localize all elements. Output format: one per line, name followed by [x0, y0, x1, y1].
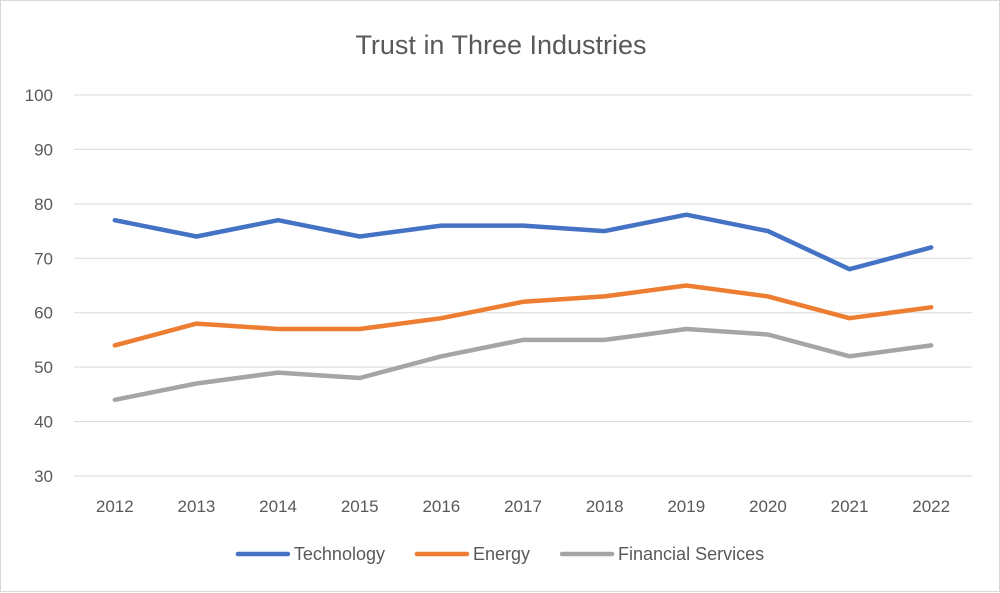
y-tick-label: 70 — [34, 249, 53, 268]
legend-label: Energy — [473, 544, 530, 564]
legend: Technology Energy Financial Services — [235, 544, 764, 564]
x-tick-label: 2022 — [912, 497, 950, 516]
legend-label: Technology — [294, 544, 385, 564]
gridlines — [74, 94, 972, 477]
y-tick-label: 60 — [34, 304, 53, 323]
y-tick-label: 40 — [34, 413, 53, 432]
y-tick-label: 100 — [25, 86, 53, 105]
legend-label: Financial Services — [618, 544, 764, 564]
legend-item-technology: Technology — [235, 544, 385, 564]
x-axis-tick-labels: 2012 2013 2014 2015 2016 2017 2018 2019 2020 2021… — [96, 497, 950, 516]
x-tick-label: 2019 — [667, 497, 705, 516]
x-tick-label: 2012 — [96, 497, 134, 516]
x-tick-label: 2020 — [749, 497, 787, 516]
y-tick-label: 30 — [34, 467, 53, 486]
x-tick-label: 2013 — [178, 497, 216, 516]
y-axis-tick-labels: 30 40 50 60 70 80 90 100 — [25, 86, 53, 486]
x-tick-label: 2017 — [504, 497, 542, 516]
y-tick-label: 90 — [34, 140, 53, 159]
series-lines — [112, 212, 934, 403]
x-tick-label: 2018 — [586, 497, 624, 516]
x-tick-label: 2015 — [341, 497, 379, 516]
x-tick-label: 2016 — [422, 497, 460, 516]
legend-item-financial-services: Financial Services — [559, 544, 764, 564]
series-line-energy — [112, 283, 934, 348]
legend-item-energy: Energy — [414, 544, 530, 564]
series-line-financial-services — [112, 326, 934, 403]
x-tick-label: 2014 — [259, 497, 297, 516]
series-line-technology — [112, 212, 934, 272]
y-tick-label: 80 — [34, 195, 53, 214]
y-tick-label: 50 — [34, 358, 53, 377]
x-tick-label: 2021 — [831, 497, 869, 516]
chart-title: Trust in Three Industries — [355, 30, 646, 60]
